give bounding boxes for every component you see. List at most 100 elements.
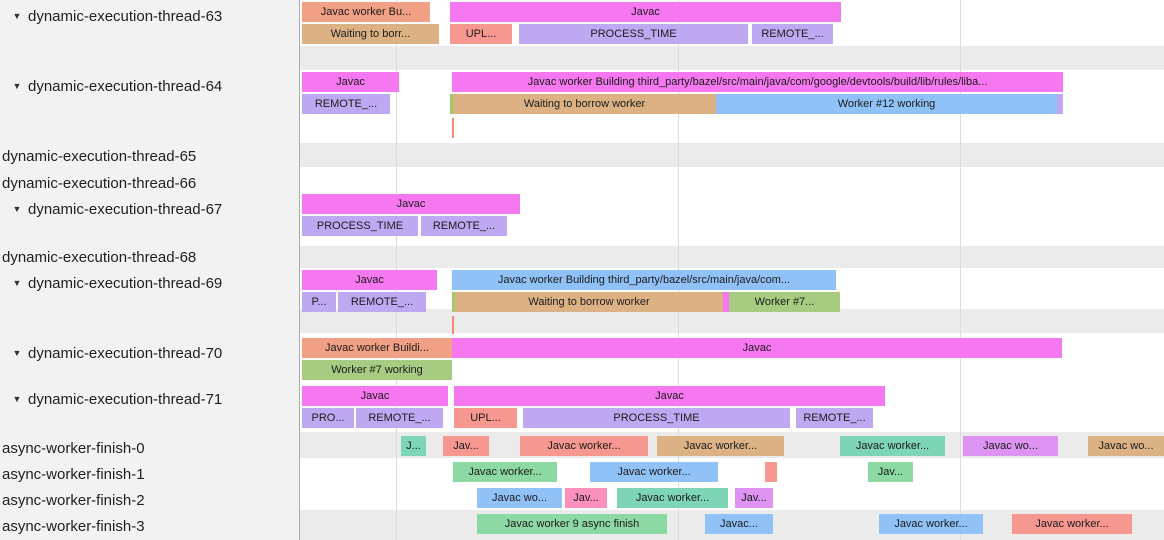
trace-slice[interactable]: Worker #7 working [302, 360, 452, 380]
thread-list-panel: ▼ dynamic-execution-thread-63 ▼ dynamic-exe… [0, 0, 300, 540]
expand-triangle-icon[interactable]: ▼ [12, 204, 22, 214]
trace-slice[interactable]: Javac worker... [617, 488, 728, 508]
trace-slice[interactable]: Worker #7... [729, 292, 840, 312]
trace-slice[interactable]: Javac worker... [879, 514, 983, 534]
trace-slice[interactable]: REMOTE_... [356, 408, 443, 428]
trace-slice[interactable]: Javac worker 9 async finish [477, 514, 667, 534]
trace-slice[interactable]: REMOTE_... [752, 24, 833, 44]
trace-slice-label: UPL... [465, 28, 497, 40]
trace-slice-label: Javac worker Building third_party/bazel/… [527, 76, 988, 88]
thread-label[interactable]: async-worker-finish-2 [2, 491, 145, 509]
thread-label[interactable]: dynamic-execution-thread-71 [28, 390, 223, 408]
trace-slice[interactable]: Javac wo... [1088, 436, 1164, 456]
trace-slice[interactable]: Javac... [705, 514, 773, 534]
thread-label[interactable]: dynamic-execution-thread-67 [28, 200, 223, 218]
trace-slice-label: Worker #12 working [837, 98, 936, 110]
thread-label[interactable]: dynamic-execution-thread-64 [28, 77, 223, 95]
thread-row-dynamic-execution-thread-68: dynamic-execution-thread-68 [0, 246, 299, 268]
trace-slice-label: Javac worker 9 async finish [504, 518, 640, 530]
trace-slice[interactable]: Javac wo... [477, 488, 562, 508]
expand-triangle-icon[interactable]: ▼ [12, 81, 22, 91]
trace-slice[interactable]: Javac [302, 194, 520, 214]
trace-slice-label: Javac [655, 390, 684, 402]
thread-row-dynamic-execution-thread-65: dynamic-execution-thread-65 [0, 145, 299, 167]
thread-label[interactable]: async-worker-finish-3 [2, 517, 145, 535]
thread-label[interactable]: async-worker-finish-1 [2, 465, 145, 483]
trace-slice[interactable]: PROCESS_TIME [519, 24, 748, 44]
trace-slice-label: Javac wo... [491, 492, 548, 504]
instant-event-tick[interactable] [452, 118, 454, 138]
trace-slice[interactable]: Worker #12 working [716, 94, 1057, 114]
trace-slice-label: Javac worker Bu... [320, 6, 412, 18]
trace-slice[interactable]: Waiting to borrow worker [455, 292, 723, 312]
expand-triangle-icon[interactable]: ▼ [12, 278, 22, 288]
trace-slice-label: REMOTE_... [803, 412, 866, 424]
trace-slice[interactable]: P... [302, 292, 336, 312]
trace-slice-label: Javac worker... [635, 492, 710, 504]
expand-triangle-icon[interactable]: ▼ [12, 11, 22, 21]
trace-slice-label: Javac worker... [894, 518, 968, 530]
trace-slice[interactable]: J... [401, 436, 426, 456]
trace-slice-label: UPL... [470, 412, 501, 424]
trace-slice[interactable]: UPL... [454, 408, 517, 428]
trace-slice-label: Javac worker Building third_party/bazel/… [497, 274, 791, 286]
thread-row-async-worker-finish-2: async-worker-finish-2 [0, 489, 299, 511]
thread-label[interactable]: dynamic-execution-thread-65 [2, 147, 197, 165]
thread-label[interactable]: dynamic-execution-thread-63 [28, 7, 223, 25]
trace-slice[interactable]: UPL... [450, 24, 512, 44]
trace-slice-label: Javac worker Buildi... [325, 342, 429, 354]
trace-slice[interactable]: Jav... [735, 488, 773, 508]
thread-label[interactable]: dynamic-execution-thread-68 [2, 248, 197, 266]
trace-slice-label: Javac worker... [617, 466, 691, 478]
trace-slice[interactable]: Waiting to borrow worker [453, 94, 716, 114]
trace-slice[interactable]: Javac [450, 2, 841, 22]
trace-slice[interactable]: Javac worker... [520, 436, 648, 456]
thread-label[interactable]: dynamic-execution-thread-66 [2, 174, 197, 192]
trace-slice[interactable]: Javac worker... [453, 462, 557, 482]
trace-slice-label: Jav... [573, 492, 599, 504]
trace-slice[interactable]: Javac [452, 338, 1062, 358]
trace-slice[interactable]: PRO... [302, 408, 354, 428]
trace-slice[interactable]: Javac worker Buildi... [302, 338, 452, 358]
trace-slice-label: Javac worker... [683, 440, 758, 452]
trace-slice[interactable]: Jav... [868, 462, 913, 482]
trace-slice[interactable] [450, 94, 453, 114]
trace-slice[interactable]: REMOTE_... [302, 94, 390, 114]
trace-slice[interactable]: Javac worker Building third_party/bazel/… [452, 270, 836, 290]
trace-slice[interactable]: Javac worker Bu... [302, 2, 430, 22]
trace-slice[interactable] [723, 292, 729, 312]
trace-slice[interactable]: Waiting to borr... [302, 24, 439, 44]
trace-slice[interactable]: Javac worker... [840, 436, 945, 456]
trace-slice[interactable] [452, 292, 455, 312]
trace-slice[interactable] [1057, 94, 1063, 114]
trace-slice[interactable]: Javac wo... [963, 436, 1058, 456]
trace-slice[interactable]: Jav... [565, 488, 607, 508]
trace-slice[interactable]: REMOTE_... [338, 292, 426, 312]
trace-slice[interactable]: Javac [302, 72, 399, 92]
trace-slice[interactable]: Javac worker Building third_party/bazel/… [452, 72, 1063, 92]
trace-slice-label: Javac [355, 274, 384, 286]
trace-slice[interactable]: REMOTE_... [421, 216, 507, 236]
trace-slice[interactable]: Javac worker... [657, 436, 784, 456]
thread-label[interactable]: async-worker-finish-0 [2, 439, 145, 457]
trace-slice-label: J... [406, 440, 421, 452]
thread-label[interactable]: dynamic-execution-thread-69 [28, 274, 223, 292]
trace-slice[interactable]: PROCESS_TIME [523, 408, 790, 428]
instant-event-tick[interactable] [452, 316, 454, 334]
trace-slice[interactable] [765, 462, 777, 482]
trace-slice[interactable]: Javac [302, 386, 448, 406]
track-background-band [300, 246, 1164, 268]
trace-slice[interactable]: Javac [454, 386, 885, 406]
expand-triangle-icon[interactable]: ▼ [12, 394, 22, 404]
trace-slice[interactable]: PROCESS_TIME [302, 216, 418, 236]
trace-slice[interactable]: Javac worker... [590, 462, 718, 482]
expand-triangle-icon[interactable]: ▼ [12, 348, 22, 358]
thread-label[interactable]: dynamic-execution-thread-70 [28, 344, 223, 362]
trace-slice[interactable]: Jav... [443, 436, 489, 456]
trace-slice[interactable]: REMOTE_... [796, 408, 873, 428]
trace-slice-label: Javac... [720, 518, 758, 530]
trace-slice-label: Javac wo... [1098, 440, 1154, 452]
thread-row-dynamic-execution-thread-70: ▼ dynamic-execution-thread-70 [0, 342, 299, 364]
trace-slice[interactable]: Javac [302, 270, 437, 290]
trace-slice[interactable]: Javac worker... [1012, 514, 1132, 534]
